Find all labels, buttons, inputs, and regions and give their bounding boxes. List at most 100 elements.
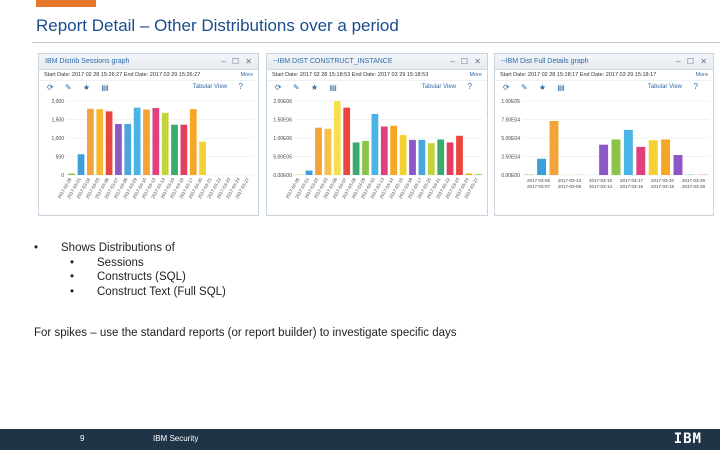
construct-instance-panel: --IBM DIST CONSTRUCT_INSTANCE – ☐ ✕ Star…: [266, 53, 488, 216]
page-number: 9: [80, 434, 85, 443]
bar-2017-03-17[interactable]: [418, 139, 426, 175]
bar-2017-03-22[interactable]: [673, 155, 683, 175]
star-icon[interactable]: ★: [538, 83, 547, 92]
bar-2017-03-01[interactable]: [305, 170, 313, 175]
bar-2017-03-15[interactable]: [171, 124, 178, 175]
bar-2017-03-09[interactable]: [133, 107, 141, 175]
footer-bar: 9 IBM Security IBM: [0, 429, 720, 450]
bar-2017-03-16[interactable]: [180, 124, 188, 175]
x-tick-label: 2017-03-07: [527, 184, 551, 189]
bar-2017-03-09[interactable]: [362, 140, 369, 175]
bar-2017-03-23[interactable]: [456, 135, 463, 175]
sessions-chart: 2,0001,5001,00050002017-02-282017-03-012…: [51, 99, 254, 199]
bar-2017-03-14[interactable]: [161, 112, 169, 175]
y-tick-label: 0.00E00: [273, 173, 292, 179]
more-link[interactable]: More: [240, 72, 253, 78]
x-tick-label: 2017-03-15: [589, 178, 613, 183]
panel-dates: Start Date: 2017 02 28 15:18:53 End Date…: [267, 70, 487, 81]
bar-2017-03-08[interactable]: [549, 120, 559, 175]
panel-toolbar: ⟳ ✎ ★ ▤ Tabular View ?: [495, 81, 713, 95]
help-icon[interactable]: ?: [467, 82, 472, 91]
panel-header: IBM Distrib Sessions graph – ☐ ✕: [39, 54, 258, 70]
x-tick-label: 2017-03-13: [558, 178, 582, 183]
more-link[interactable]: More: [695, 72, 708, 78]
more-link[interactable]: More: [469, 72, 482, 78]
bar-2017-03-13[interactable]: [152, 108, 160, 175]
ibm-logo: IBM: [673, 431, 702, 447]
bar-2017-03-02[interactable]: [87, 108, 94, 175]
bar-2017-03-01[interactable]: [77, 154, 85, 175]
date-range: Start Date: 2017 02 28 15:18:53 End Date…: [272, 72, 429, 78]
y-tick-label: 2,000: [51, 99, 64, 105]
panel-toolbar: ⟳ ✎ ★ ▤ Tabular View ?: [39, 81, 258, 95]
bar-2017-03-20[interactable]: [648, 140, 658, 175]
star-icon[interactable]: ★: [310, 83, 319, 92]
bar-2017-03-10[interactable]: [143, 109, 150, 175]
panel-dates: Start Date: 2017 02 28 15:26:27 End Date…: [39, 70, 258, 81]
tabular-view-link[interactable]: Tabular View: [192, 84, 227, 90]
help-icon[interactable]: ?: [693, 82, 698, 91]
full-details-chart: 1.00E05 7.50E04 5.00E04 2.50E04 0.00E00 2017-…: [501, 99, 709, 189]
bar-2017-03-16[interactable]: [409, 139, 416, 175]
bar-2017-03-20[interactable]: [199, 141, 206, 175]
chart-icon[interactable]: ▤: [557, 83, 565, 92]
y-tick-label: 0: [61, 173, 64, 179]
bar-2017-03-02[interactable]: [315, 127, 322, 175]
bar-2017-02-28[interactable]: [68, 173, 76, 175]
bar-2017-03-03[interactable]: [324, 128, 332, 175]
y-tick-label: 0.00E00: [501, 173, 520, 179]
x-tick-label: 2017-03-20: [651, 178, 675, 183]
bar-2017-03-06[interactable]: [333, 101, 341, 175]
y-tick-label: 1.50E06: [273, 118, 292, 124]
bar-2017-03-27[interactable]: [474, 174, 482, 175]
wrench-icon[interactable]: ✎: [520, 83, 528, 92]
window-controls-icon[interactable]: – ☐ ✕: [676, 57, 709, 66]
x-tick-label: 2017-03-18: [651, 184, 675, 189]
bar-2017-03-07[interactable]: [115, 123, 122, 175]
bar-2017-03-06[interactable]: [105, 111, 113, 175]
bar-2017-03-13[interactable]: [380, 126, 388, 175]
x-tick-label: 2017-03-14: [589, 184, 613, 189]
x-tick-label: 2017-03-28: [682, 184, 706, 189]
tabular-view-link[interactable]: Tabular View: [421, 84, 456, 90]
bar-2017-03-14[interactable]: [599, 144, 609, 175]
bar-2017-03-21[interactable]: [661, 139, 671, 175]
refresh-icon[interactable]: ⟳: [503, 83, 510, 92]
title-divider: [32, 42, 720, 43]
bar-2017-03-15[interactable]: [399, 135, 407, 175]
star-icon[interactable]: ★: [82, 83, 91, 92]
refresh-icon[interactable]: ⟳: [275, 83, 282, 92]
bar-2017-03-03[interactable]: [96, 109, 104, 175]
chart-icon[interactable]: ▤: [101, 83, 109, 92]
window-controls-icon[interactable]: – ☐ ✕: [450, 57, 483, 66]
bar-2017-03-08[interactable]: [124, 123, 132, 175]
y-tick-label: 2.50E04: [501, 155, 520, 161]
refresh-icon[interactable]: ⟳: [47, 83, 54, 92]
panel-header: --IBM DIST CONSTRUCT_INSTANCE – ☐ ✕: [267, 54, 487, 70]
bar-2017-03-07[interactable]: [343, 107, 351, 175]
bar-2017-03-15[interactable]: [611, 139, 621, 175]
chart-icon[interactable]: ▤: [329, 83, 337, 92]
panel-toolbar: ⟳ ✎ ★ ▤ Tabular View ?: [267, 81, 487, 95]
bar-2017-03-10[interactable]: [371, 113, 379, 175]
help-icon[interactable]: ?: [238, 82, 243, 91]
sessions-graph-panel: IBM Distrib Sessions graph – ☐ ✕ Start D…: [38, 53, 259, 216]
spikes-note: For spikes – use the standard reports (o…: [34, 327, 457, 339]
bar-2017-03-16[interactable]: [623, 129, 633, 175]
bar-2017-03-17[interactable]: [189, 109, 197, 175]
bar-2017-03-17[interactable]: [636, 146, 646, 175]
bar-2017-03-24[interactable]: [465, 173, 473, 175]
wrench-icon[interactable]: ✎: [64, 83, 72, 92]
bar-2017-03-20[interactable]: [427, 143, 435, 175]
window-controls-icon[interactable]: – ☐ ✕: [221, 57, 254, 66]
bar-2017-03-08[interactable]: [352, 142, 360, 175]
tabular-view-link[interactable]: Tabular View: [647, 84, 682, 90]
panel-title: --IBM DIST CONSTRUCT_INSTANCE: [273, 58, 393, 65]
x-tick-label: 2017-03-09: [558, 184, 582, 189]
bar-2017-03-07[interactable]: [537, 158, 547, 175]
bar-2017-03-21[interactable]: [437, 139, 445, 175]
y-tick-label: 1,500: [51, 118, 64, 124]
wrench-icon[interactable]: ✎: [292, 83, 300, 92]
bar-2017-03-14[interactable]: [390, 125, 398, 175]
bar-2017-03-22[interactable]: [446, 142, 454, 175]
